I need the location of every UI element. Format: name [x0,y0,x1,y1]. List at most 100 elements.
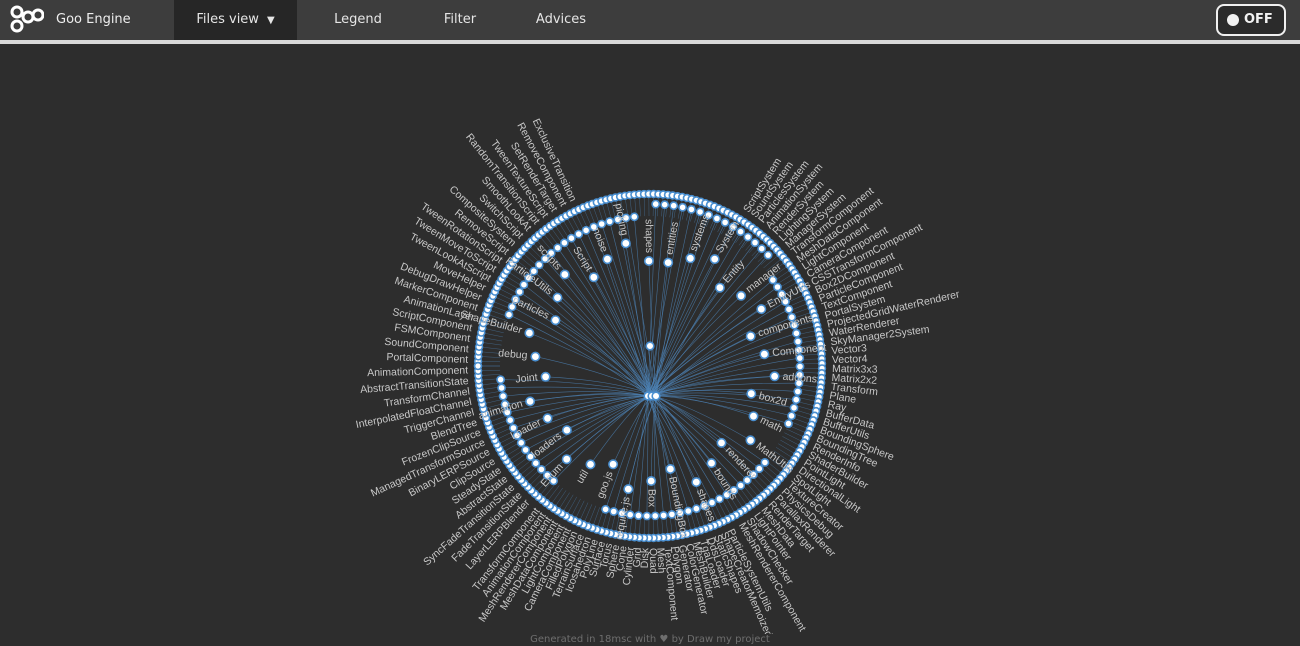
package-node[interactable] [524,327,535,338]
module-node[interactable] [509,423,518,433]
module-node[interactable] [704,210,713,220]
module-node[interactable] [634,511,643,520]
module-node[interactable] [529,266,539,276]
module-node[interactable] [574,229,584,239]
module-node[interactable] [621,213,631,223]
module-node[interactable] [795,353,805,363]
module-node[interactable] [715,494,724,504]
package-node[interactable] [746,388,757,399]
module-node[interactable] [567,233,576,243]
package-node[interactable] [550,315,561,326]
package-node[interactable] [736,290,747,301]
module-node[interactable] [787,312,797,322]
module-node[interactable] [515,287,524,297]
module-node[interactable] [546,248,556,258]
goo-logo-icon[interactable] [10,4,44,36]
package-node[interactable] [716,437,727,448]
package-node[interactable] [588,272,599,283]
module-node[interactable] [789,403,799,413]
module-node[interactable] [497,383,506,393]
module-node[interactable] [675,508,685,518]
hub-node[interactable] [651,391,661,401]
module-node[interactable] [613,215,623,224]
module-node[interactable] [542,470,552,480]
module-node[interactable] [498,391,508,401]
module-node[interactable] [743,232,753,242]
package-node[interactable] [643,256,654,267]
module-node[interactable] [589,222,599,232]
module-node[interactable] [581,225,591,235]
module-node[interactable] [537,464,546,474]
package-node[interactable] [585,459,596,470]
package-node[interactable] [525,396,536,407]
module-node[interactable] [534,260,544,270]
module-node[interactable] [794,378,804,388]
module-node[interactable] [650,511,660,521]
module-node[interactable] [795,362,805,371]
package-node[interactable] [769,371,780,382]
package-node[interactable] [714,282,725,293]
module-node[interactable] [784,304,794,314]
package-node[interactable] [542,413,553,424]
nav-legend[interactable]: Legend [310,0,406,40]
module-node[interactable] [516,438,526,448]
module-node[interactable] [678,202,687,212]
module-node[interactable] [502,407,512,417]
graph-nodes[interactable] [473,189,827,543]
package-node[interactable] [530,351,541,362]
module-node[interactable] [521,445,530,455]
module-node[interactable] [795,370,805,380]
module-node[interactable] [519,280,529,290]
module-node[interactable] [549,476,558,486]
module-node[interactable] [754,464,764,474]
package-node[interactable] [706,458,717,469]
module-node[interactable] [791,395,801,405]
module-node[interactable] [773,282,782,292]
module-node[interactable] [763,250,773,260]
module-node[interactable] [625,510,635,520]
package-node[interactable] [709,254,720,265]
package-node[interactable] [561,454,572,465]
package-node[interactable] [623,484,634,495]
package-node[interactable] [665,463,676,474]
module-node[interactable] [642,511,652,521]
module-node[interactable] [496,375,505,384]
nav-files-view[interactable]: Files view ▼ [174,0,297,40]
package-node[interactable] [685,253,696,264]
module-node[interactable] [531,458,541,468]
module-node[interactable] [659,510,668,520]
module-node[interactable] [793,337,803,346]
module-node[interactable] [669,201,679,211]
module-node[interactable] [601,504,610,514]
package-node[interactable] [561,425,572,436]
nav-advices[interactable]: Advices [516,0,606,40]
module-node[interactable] [667,509,677,519]
module-node[interactable] [722,490,732,500]
package-node[interactable] [691,477,702,488]
module-node[interactable] [757,244,767,254]
package-node[interactable] [608,459,619,470]
module-node[interactable] [692,504,701,514]
package-node[interactable] [602,254,613,265]
module-node[interactable] [750,238,760,247]
module-node[interactable] [651,199,661,209]
nav-filter[interactable]: Filter [420,0,500,40]
module-node[interactable] [729,485,739,495]
module-node[interactable] [500,399,510,409]
module-node[interactable] [794,345,804,355]
module-node[interactable] [707,498,717,507]
module-node[interactable] [728,222,738,232]
module-node[interactable] [660,200,670,210]
module-node[interactable] [553,243,563,253]
module-node[interactable] [505,415,515,425]
module-node[interactable] [777,289,787,299]
module-node[interactable] [507,302,517,312]
module-node[interactable] [720,217,730,227]
dependency-graph[interactable]: entities systems SystemEntitymanagerEntity… [0,44,1300,634]
package-node[interactable] [745,435,756,446]
module-node[interactable] [560,238,569,248]
module-node[interactable] [789,320,799,330]
module-node[interactable] [504,310,514,320]
module-node[interactable] [524,273,533,283]
off-toggle-button[interactable]: OFF [1216,4,1286,36]
